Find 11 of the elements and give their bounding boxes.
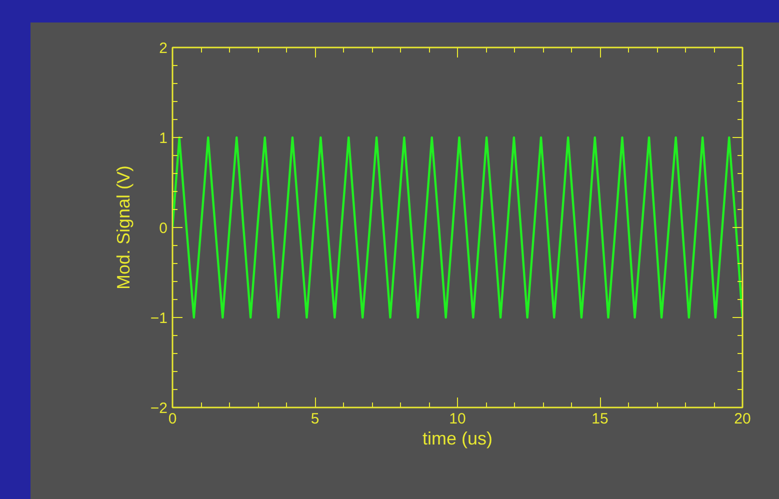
y-tick-label: 1 xyxy=(159,130,168,147)
y-tick-label: 2 xyxy=(159,40,168,57)
y-axis-title: Mod. Signal (V) xyxy=(113,165,134,290)
x-tick-label: 10 xyxy=(449,410,466,428)
x-tick-label: 15 xyxy=(592,410,608,428)
y-tick-label: −1 xyxy=(150,310,168,327)
x-axis-title: time (us) xyxy=(422,428,493,448)
x-tick-label: 20 xyxy=(734,410,751,428)
x-tick-label: 5 xyxy=(310,410,320,428)
y-tick-label: 0 xyxy=(159,220,168,237)
y-tick-label: −2 xyxy=(150,400,168,417)
